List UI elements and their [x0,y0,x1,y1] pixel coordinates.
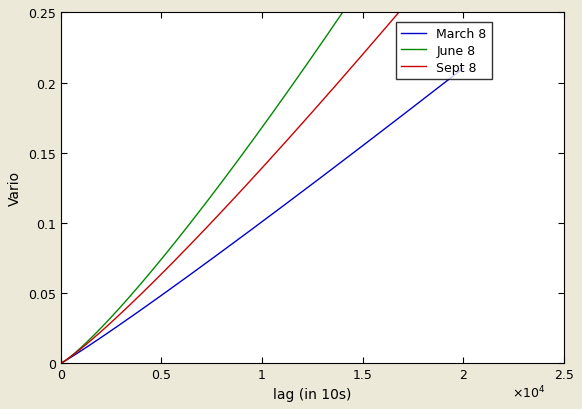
March 8 [212,254,219,259]
March 8 [460,67,467,72]
March 8 [103,331,110,336]
Line: Sept 8: Sept 8 [61,0,463,363]
Sept 8 [229,198,236,203]
March 8 [229,242,236,247]
Sept 8 [212,217,219,222]
June 8 [229,166,236,171]
June 8 [103,320,110,325]
March 8 [127,315,134,320]
Text: $\times 10^4$: $\times 10^4$ [512,384,546,401]
March 8 [409,106,416,111]
June 8 [127,294,134,299]
Sept 8 [103,324,110,329]
March 8 [452,73,459,78]
Line: June 8: June 8 [61,0,463,363]
Line: March 8: March 8 [61,69,463,363]
June 8 [212,189,219,194]
Sept 8 [127,302,134,307]
X-axis label: lag (in 10s): lag (in 10s) [273,387,352,401]
Legend: March 8, June 8, Sept 8: March 8, June 8, Sept 8 [396,23,492,79]
Sept 8 [57,361,64,366]
Y-axis label: Vario: Vario [8,171,22,206]
March 8 [57,361,64,366]
June 8 [57,361,64,366]
